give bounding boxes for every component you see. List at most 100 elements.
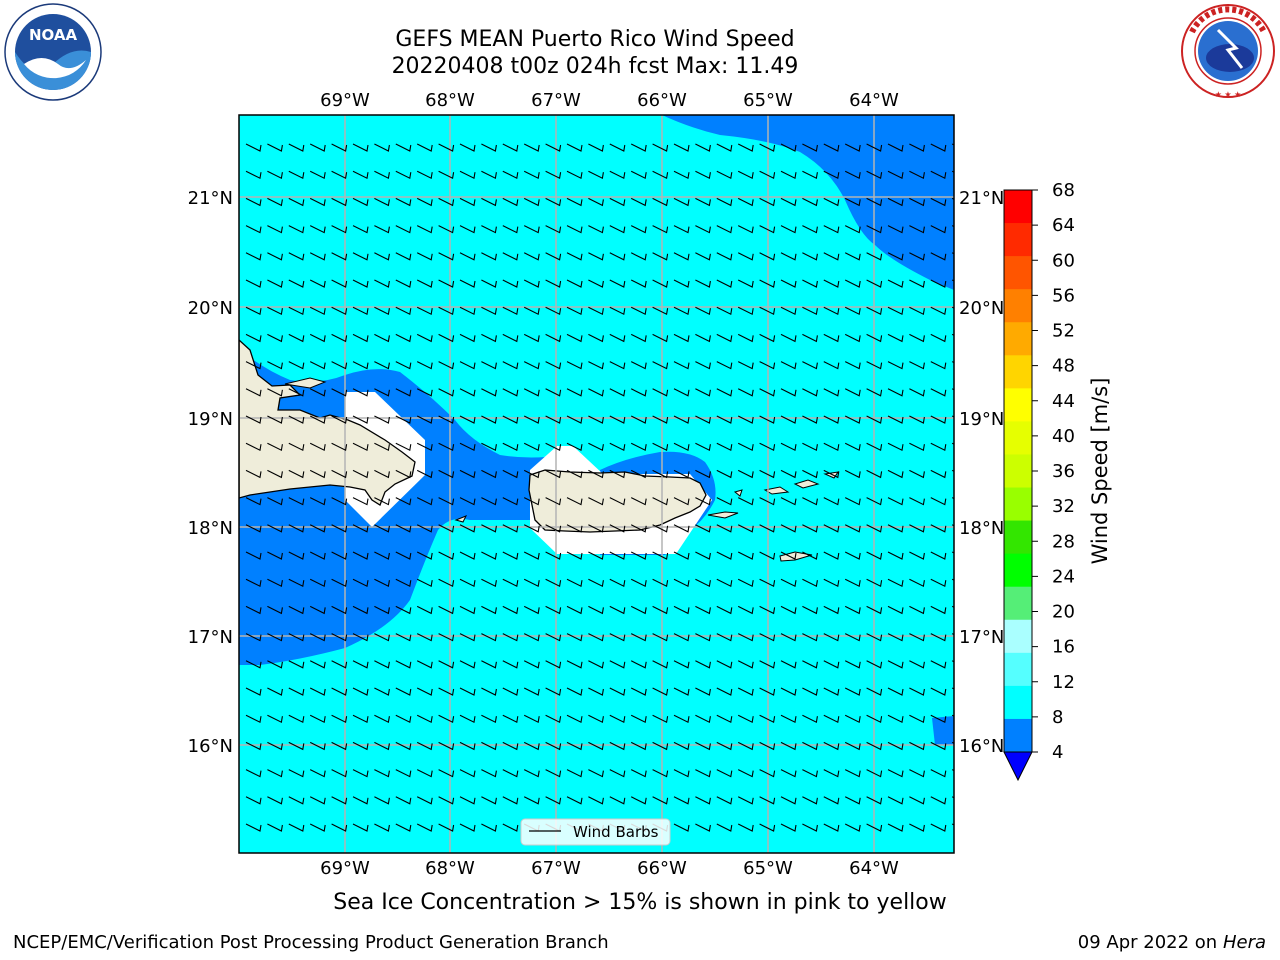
wind-barb (844, 578, 861, 588)
wind-barb (737, 388, 754, 397)
wind-barb (759, 469, 776, 479)
wind-barb (523, 252, 540, 261)
wind-barb (844, 306, 861, 316)
wind-barb (673, 197, 690, 207)
wind-barb (245, 306, 262, 316)
wind-barb (545, 252, 562, 261)
wind-barb (481, 225, 497, 234)
wind-barb (566, 524, 583, 533)
wind-barb (566, 578, 583, 588)
wind-barb (481, 578, 497, 588)
wind-barb (523, 388, 540, 397)
wind-barb (630, 660, 647, 669)
wind-barb (823, 442, 840, 452)
wind-barb (267, 578, 283, 588)
wind-barb (737, 687, 754, 696)
wind-barb (930, 361, 947, 370)
wind-barb (673, 823, 690, 832)
wind-barb (416, 769, 433, 778)
wind-barb (395, 497, 412, 506)
wind-barb (930, 469, 947, 479)
wind-barb (716, 279, 733, 288)
wind-barb (331, 388, 348, 397)
wind-barb (780, 524, 797, 533)
wind-barb (267, 225, 283, 234)
wind-barb (652, 225, 669, 234)
wind-barb (759, 143, 776, 152)
wind-barb (267, 551, 283, 560)
wind-barb (395, 714, 412, 724)
wind-barb (737, 197, 754, 207)
wind-barb (909, 361, 925, 370)
wind-barb (780, 361, 797, 370)
wind-barb (930, 633, 947, 642)
wind-barb (930, 225, 947, 234)
wind-barb (802, 605, 818, 615)
wind-barb (309, 497, 326, 506)
colorbar-tick-label: 24 (1052, 566, 1075, 587)
wind-barb (673, 333, 690, 343)
wind-barb (887, 633, 904, 642)
wind-barb (780, 415, 797, 424)
wind-barb (823, 197, 840, 207)
wind-barb (887, 469, 904, 479)
wind-barb (395, 633, 412, 642)
wind-barb (459, 823, 476, 832)
wind-barb (523, 578, 540, 588)
wind-barb (630, 170, 647, 180)
wind-barb (802, 225, 818, 234)
colorbar-tick-label: 48 (1052, 356, 1075, 377)
wind-barb (866, 605, 883, 615)
wind-barb (759, 796, 776, 805)
lon-label: 68°W (425, 858, 475, 879)
wind-barb (309, 306, 326, 316)
wind-barb (374, 170, 390, 180)
wind-barb (352, 143, 369, 152)
wind-barb (545, 796, 562, 805)
wind-barb (588, 469, 604, 479)
wind-barb (352, 741, 369, 751)
wind-barb (887, 524, 904, 533)
wind-barb (673, 796, 690, 805)
wind-barb (909, 225, 925, 234)
wind-barb (695, 415, 711, 424)
colorbar-tick-label: 8 (1052, 707, 1063, 728)
wind-barb (866, 279, 883, 288)
wind-barb (909, 551, 925, 560)
lat-label: 18°N (959, 518, 1004, 539)
wind-barb (716, 578, 733, 588)
wind-barb (352, 279, 369, 288)
colorbar-tick-label: 68 (1052, 180, 1075, 201)
wind-barb (630, 143, 647, 152)
wind-barb (930, 306, 947, 316)
wind-barb (566, 252, 583, 261)
wind-barb (887, 687, 904, 696)
wind-barb (716, 660, 733, 669)
wind-barb (438, 333, 455, 343)
wind-barb (844, 769, 861, 778)
wind-barb (288, 252, 305, 261)
colorbar-tick-label: 36 (1052, 461, 1075, 482)
lat-label: 21°N (959, 188, 1004, 209)
wind-barb (416, 687, 433, 696)
wind-barb (780, 660, 797, 669)
wind-barb (459, 497, 476, 506)
wind-barb (566, 415, 583, 424)
wind-barb (802, 796, 818, 805)
wind-barb (352, 388, 369, 397)
wind-barb (481, 388, 497, 397)
wind-barb (802, 469, 818, 479)
wind-barb (502, 524, 519, 533)
wind-barb (395, 469, 412, 479)
wind-barb (416, 497, 433, 506)
wind-barb (438, 633, 455, 642)
wind-barb (652, 714, 669, 724)
wind-barb (481, 605, 497, 615)
wind-barb (930, 279, 947, 288)
wind-barb (502, 306, 519, 316)
wind-barb (331, 823, 348, 832)
wind-barb (566, 469, 583, 479)
wind-barb (673, 143, 690, 152)
wind-barb (844, 469, 861, 479)
wind-barb (438, 660, 455, 669)
